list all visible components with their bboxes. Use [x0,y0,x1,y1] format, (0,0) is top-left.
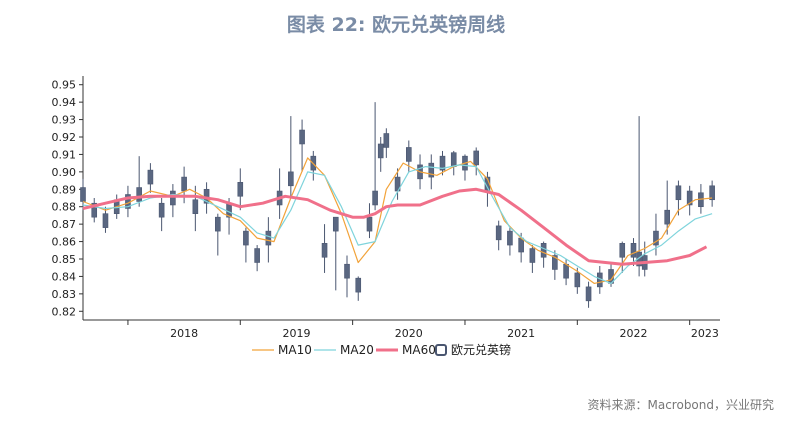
candle-body [215,216,221,232]
y-tick-label: 0.86 [52,236,77,249]
candle-body [495,225,502,241]
candle-body [653,230,659,246]
candle-body [237,182,244,197]
series-line-ma60 [82,187,708,266]
candle-body [574,272,581,288]
y-tick-label: 0.88 [52,201,77,214]
y-tick-label: 0.92 [52,131,77,144]
legend-label: MA60 [402,343,436,357]
candle-body [552,255,558,270]
candle-body [299,129,305,145]
chart-title: 图表 22: 欧元兑英镑周线 [286,14,506,36]
candle-body [136,187,142,202]
candle-body [366,216,373,232]
candle-body [473,150,480,166]
candle-body [158,202,165,218]
x-axis: 2018 2019 2020 2021 2022 2023 [83,319,720,340]
candle-body [563,263,569,279]
candle-body [80,187,86,202]
candle-body [383,133,390,148]
x-tick-label: 2018 [170,327,198,340]
legend-label: MA20 [340,343,374,357]
candle-body [377,143,384,159]
legend: MA10 MA20 MA60 欧元兑英镑 [252,342,511,357]
legend-label: 欧元兑英镑 [451,342,511,357]
candle-body [170,190,176,206]
candle-body [630,243,637,258]
candle-body [450,152,457,167]
candle-body [332,216,339,232]
candle-body [321,243,328,258]
candle-body [355,277,362,293]
candle-body [540,243,547,258]
candle-body [344,263,350,279]
candle-body [675,185,682,201]
y-tick-label: 0.94 [52,96,77,109]
x-tick-label: 2021 [507,327,535,340]
source-note: 资料来源：Macrobond，兴业研究 [587,398,775,412]
y-tick-label: 0.90 [52,166,77,179]
plot-area [80,102,715,308]
legend-label: MA10 [278,343,312,357]
y-tick-label: 0.87 [52,218,77,231]
candle-body [372,190,378,206]
y-tick-label: 0.83 [52,288,77,301]
candle-body [428,162,435,178]
candle-body [664,209,670,225]
candle-body [147,169,154,185]
candle-body [265,230,272,246]
y-tick-label: 0.85 [52,253,77,266]
candle-body [288,171,294,187]
y-tick-label: 0.89 [52,183,77,196]
y-axis: 0.82 0.83 0.84 0.85 0.86 0.87 0.88 0.89 0.90 0.91… [52,76,84,320]
candle-body [585,286,592,302]
candle-body [406,147,412,162]
candle-body [102,213,109,228]
candle-body [91,202,98,218]
x-tick-label: 2023 [691,327,719,340]
candle-body [709,185,715,201]
y-tick-label: 0.82 [52,305,77,318]
y-tick-label: 0.93 [52,114,77,127]
candle-body [619,243,626,258]
candle-body [686,190,693,206]
candle-body [518,237,524,253]
candle-body [192,199,199,214]
candle-body [181,176,187,192]
y-tick-label: 0.84 [52,270,77,283]
candle-body [529,248,536,263]
candle-body [439,155,446,171]
candle-body [254,248,260,263]
x-tick-label: 2022 [619,327,647,340]
series-line-ma20 [82,164,713,284]
candle-body [243,230,249,246]
candle-body [507,230,513,246]
x-tick-label: 2020 [395,327,423,340]
y-tick-label: 0.91 [52,148,77,161]
legend-candle-icon [435,344,447,356]
y-tick-label: 0.95 [52,79,77,92]
x-tick-label: 2019 [282,327,310,340]
